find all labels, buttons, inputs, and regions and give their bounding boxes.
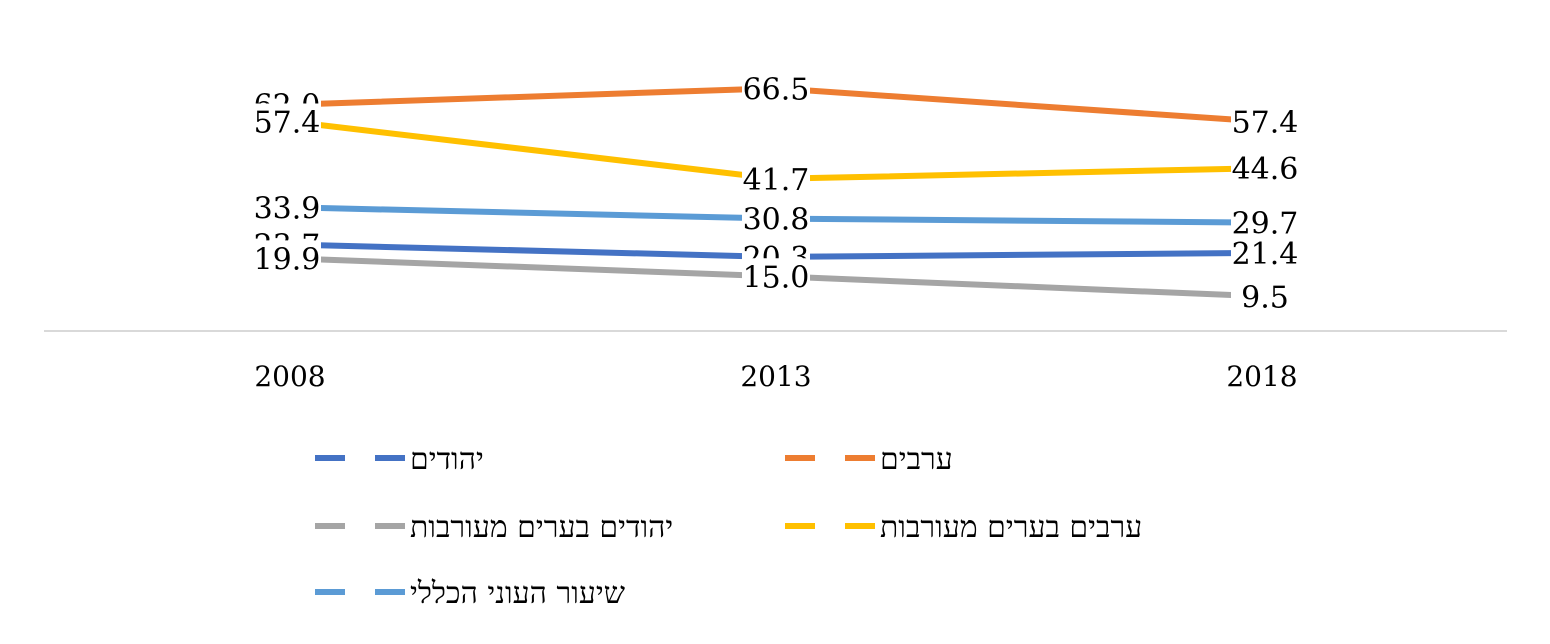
data-label: 21.4: [1232, 237, 1299, 272]
x-tick-label: 2018: [1226, 360, 1297, 393]
legend-item: יהודים: [315, 442, 484, 477]
x-tick-label: 2013: [740, 360, 811, 393]
data-label-bg: [742, 258, 810, 293]
data-label-bg: [1231, 150, 1299, 185]
legend-label: יהודים: [410, 442, 484, 477]
legend-label: ערבים בערים מעורבות: [880, 510, 1142, 545]
data-label-bg: [253, 103, 321, 138]
legend-label: ערבים: [880, 442, 953, 477]
data-label: 57.4: [1232, 105, 1299, 140]
data-label: 15.0: [743, 260, 810, 295]
data-label: 44.6: [1232, 152, 1299, 187]
data-label-bg: [253, 189, 321, 224]
data-label: 41.7: [743, 163, 810, 198]
data-label: 57.4: [254, 105, 321, 140]
data-label: 9.5: [1241, 280, 1289, 315]
data-label-bg: [1231, 234, 1299, 269]
data-label-bg: [742, 70, 810, 105]
data-label: 30.8: [743, 203, 810, 238]
legend-item: ערבים: [785, 442, 953, 477]
data-label: 66.5: [743, 72, 810, 107]
data-label-bg: [742, 160, 810, 195]
data-label-bg: [1231, 204, 1299, 239]
data-label: 19.9: [254, 242, 321, 277]
legend: יהודים ערבים יהודים בערים מעורבות ערבים בער…: [315, 442, 1142, 611]
legend-item: ערבים בערים מעורבות: [785, 510, 1142, 545]
legend-item: שיעור העוני הכללי: [315, 576, 625, 611]
x-tick-labels: 2008 2013 2018: [254, 360, 1297, 393]
data-label: 33.9: [254, 191, 321, 226]
data-label-bg: [1231, 278, 1299, 313]
x-tick-label: 2008: [254, 360, 325, 393]
data-label-bg: [253, 240, 321, 275]
data-label-bg: [742, 200, 810, 235]
data-labels-layer: 62.066.557.457.441.744.633.930.829.723.7…: [253, 70, 1299, 315]
legend-label: יהודים בערים מעורבות: [410, 510, 673, 545]
legend-label: שיעור העוני הכללי: [410, 576, 625, 611]
legend-item: יהודים בערים מעורבות: [315, 510, 673, 545]
data-label-bg: [1231, 103, 1299, 138]
